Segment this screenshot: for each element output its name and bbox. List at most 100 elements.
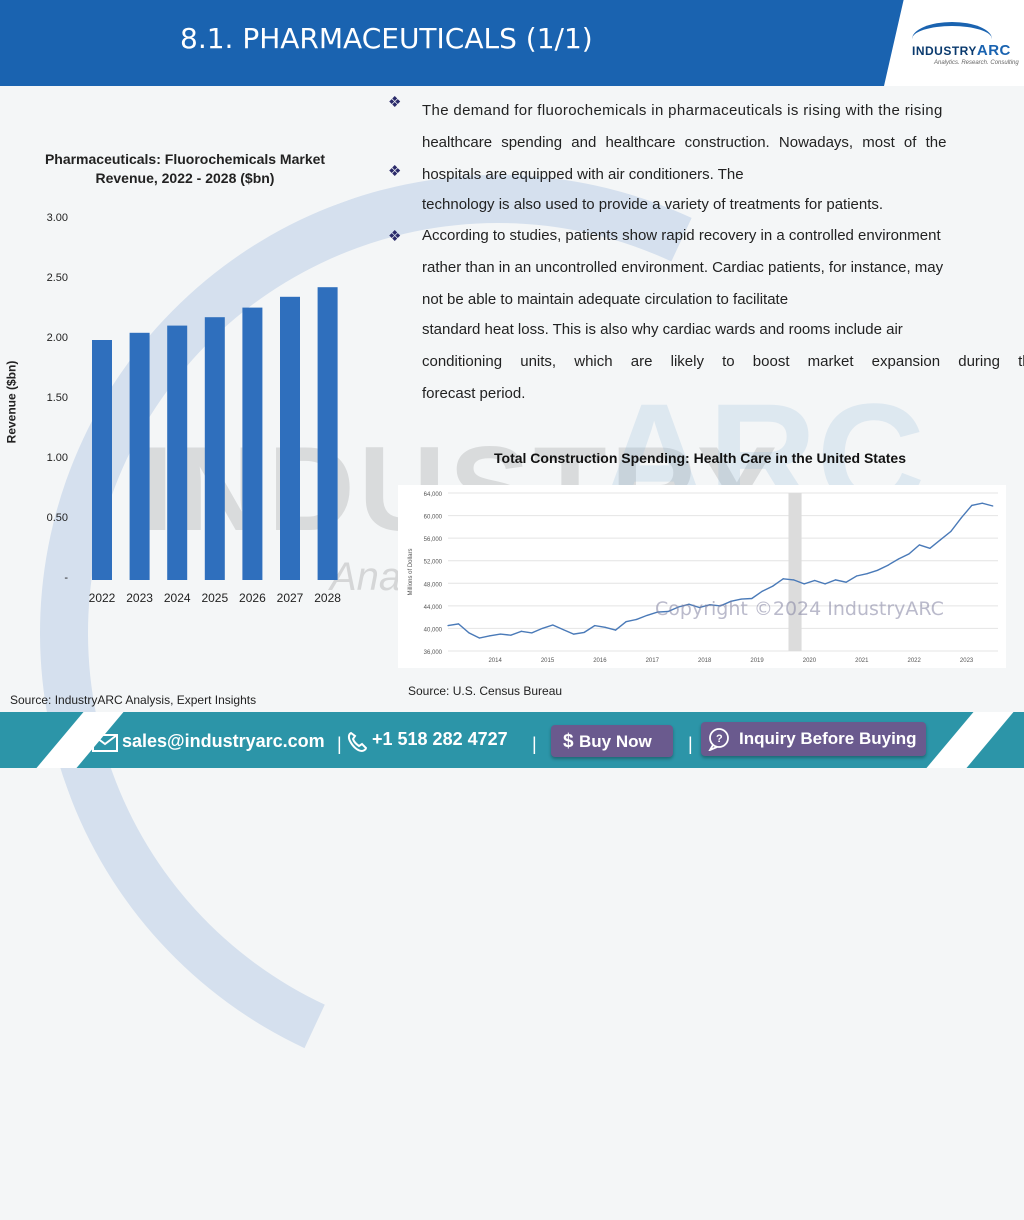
data-point	[866, 573, 868, 575]
xtick-label: 2020	[803, 658, 817, 664]
text-line: healthcare spending and healthcare const…	[422, 134, 947, 151]
data-point	[845, 581, 847, 583]
header-bar: 8.1. PHARMACEUTICALS (1/1) INDUSTRYARC A…	[0, 0, 1024, 86]
bullet-paragraph-4: standard heat loss. This is also why car…	[422, 314, 1024, 410]
data-point	[447, 625, 449, 627]
text-line: rather than in an uncontrolled environme…	[422, 259, 944, 276]
buy-now-button[interactable]: $ Buy Now	[551, 725, 673, 757]
data-point	[803, 583, 805, 585]
xtick-label: 2018	[698, 658, 712, 664]
bullet-paragraph-3: According to studies, patients show rapi…	[422, 220, 1024, 316]
data-point	[604, 626, 606, 628]
bar-2022	[92, 340, 112, 580]
logo-prefix: INDUSTRY	[912, 44, 977, 58]
ytick-label: 52,000	[424, 560, 443, 566]
bar-chart-source: Source: IndustryARC Analysis, Expert Ins…	[10, 693, 257, 707]
bar-2028	[317, 287, 338, 580]
ytick-label: 64,000	[424, 492, 443, 498]
dollar-icon: $	[563, 731, 574, 752]
ytick-label: -	[64, 572, 68, 584]
data-point	[782, 578, 784, 580]
bullet-paragraph-2: technology is also used to provide a var…	[422, 196, 884, 213]
text-line: standard heat loss. This is also why car…	[422, 321, 903, 338]
logo-text: INDUSTRYARC	[912, 42, 1011, 59]
data-point	[510, 634, 512, 636]
xtick-label: 2022	[908, 658, 922, 664]
bar-chart-title: Pharmaceuticals: Fluorochemicals Market …	[30, 150, 340, 188]
bar-2023	[129, 332, 150, 580]
data-point	[520, 630, 522, 632]
data-point	[552, 624, 554, 626]
inquiry-label: Inquiry Before Buying	[739, 729, 917, 748]
data-point	[468, 632, 470, 634]
data-point	[573, 633, 575, 635]
logo-arc-icon	[912, 22, 992, 56]
line-chart-title: Total Construction Spending: Health Care…	[494, 450, 906, 466]
xtick-label: 2025	[201, 591, 228, 605]
line-chart-panel: 36,000 40,000 44,000 48,000 52,000 56,000 60,0…	[398, 485, 1006, 668]
data-point	[499, 633, 501, 635]
text-line: forecast period.	[422, 385, 526, 402]
bullet-paragraph-1: The demand for fluorochemicals in pharma…	[422, 95, 1024, 191]
data-point	[541, 627, 543, 630]
data-point	[855, 575, 858, 577]
phone-text: +1 518 282 4727	[372, 729, 508, 749]
xtick-label: 2019	[750, 658, 764, 664]
data-point	[992, 505, 994, 507]
data-point	[489, 635, 491, 637]
line-chart: 36,000 40,000 44,000 48,000 52,000 56,000 60,0…	[408, 492, 998, 664]
data-point	[971, 504, 973, 507]
data-point	[835, 579, 837, 581]
line-chart-ylabel: Millions of Dollars	[408, 548, 414, 595]
chat-question-icon: ?	[708, 728, 729, 751]
data-point	[615, 629, 617, 631]
data-point	[918, 544, 921, 546]
data-point	[719, 605, 721, 607]
diamond-bullet-icon: ❖	[388, 228, 402, 245]
data-point	[478, 637, 481, 639]
copyright-watermark: Copyright ©2024 IndustryARC	[655, 598, 944, 620]
ytick-label: 56,000	[424, 537, 443, 543]
inquiry-before-buying-button[interactable]: ? Inquiry Before Buying	[701, 722, 926, 756]
data-point	[457, 623, 460, 625]
data-point	[814, 579, 816, 582]
diamond-bullet-icon: ❖	[388, 163, 402, 180]
watermark-analytics: Ana	[330, 555, 402, 599]
bar-2027	[280, 296, 300, 580]
data-point	[656, 611, 659, 613]
data-point	[981, 502, 983, 504]
diamond-bullet-icon: ❖	[388, 94, 402, 111]
email-text: sales@industryarc.com	[122, 731, 325, 751]
data-point	[562, 628, 564, 631]
data-point	[939, 539, 941, 541]
xtick-label: 2015	[541, 658, 555, 664]
data-point	[761, 590, 763, 592]
footer-separator: |	[337, 734, 342, 754]
ytick-label: 1.00	[46, 452, 68, 464]
logo-suffix: ARC	[976, 42, 1011, 59]
ytick-label: 36,000	[424, 650, 443, 656]
data-point	[887, 564, 889, 566]
data-point	[772, 585, 774, 587]
ytick-label: 60,000	[424, 515, 443, 521]
xtick-label: 2027	[277, 591, 304, 605]
data-point	[929, 547, 931, 549]
xtick-label: 2023	[960, 658, 974, 664]
text-line: The demand for fluorochemicals in pharma…	[422, 102, 943, 119]
data-point	[824, 583, 826, 585]
data-point	[897, 558, 900, 560]
ytick-label: 48,000	[424, 582, 443, 588]
xtick-label: 2024	[164, 591, 191, 605]
ytick-label: 0.50	[46, 512, 68, 524]
data-point	[960, 517, 962, 519]
data-point	[709, 604, 711, 606]
data-point	[646, 614, 648, 617]
text-line: According to studies, patients show rapi…	[422, 227, 941, 244]
data-point	[635, 618, 638, 620]
data-point	[667, 610, 669, 613]
data-point	[594, 625, 596, 627]
data-point	[625, 621, 627, 623]
data-point	[677, 606, 680, 608]
bar-2025	[204, 317, 225, 580]
data-point	[908, 553, 910, 555]
